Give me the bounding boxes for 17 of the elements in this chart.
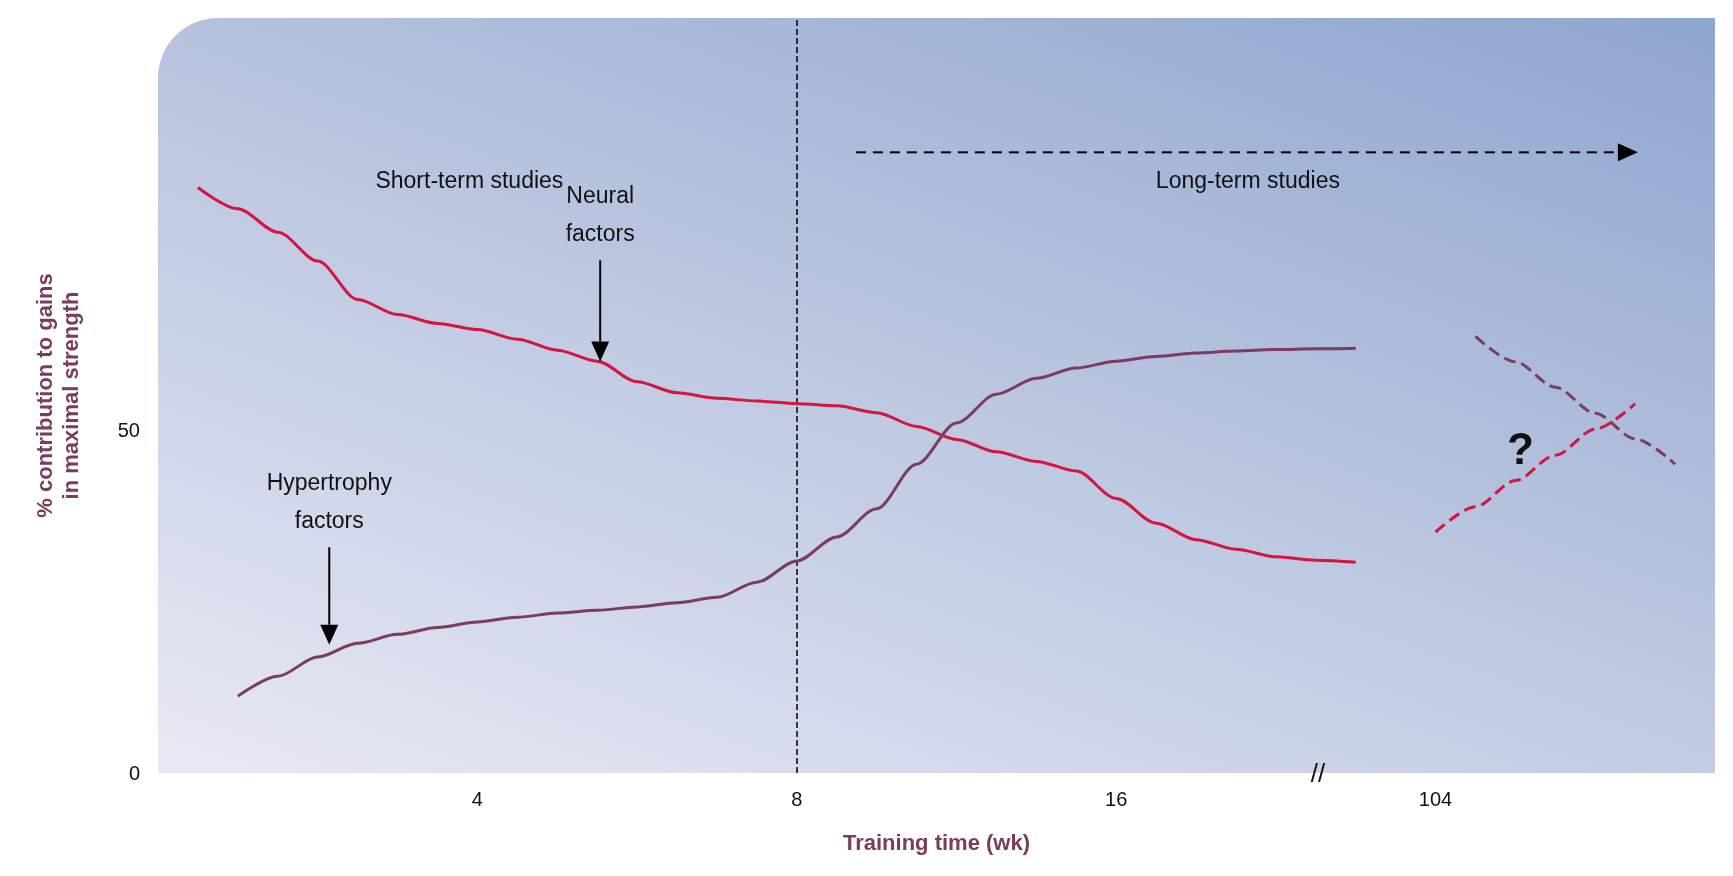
- y-tick-label: 50: [117, 418, 140, 441]
- y-tick-label: 0: [128, 762, 140, 784]
- annotation: //: [1310, 758, 1326, 788]
- x-tick-label: 4: [471, 788, 483, 810]
- annotation: Neural factors: [565, 182, 635, 247]
- annotation: ?: [1506, 423, 1534, 473]
- x-tick-label: 16: [1105, 788, 1128, 810]
- x-tick-label: 8: [791, 788, 803, 810]
- line-series: [236, 346, 1358, 698]
- x-axis-title: Training time (wk): [842, 829, 1031, 855]
- annotation: Long-term studies: [1155, 167, 1340, 194]
- annotation: Short-term studies: [375, 167, 564, 194]
- line-series: [1434, 402, 1637, 534]
- line-series: [1473, 334, 1677, 466]
- x-tick-label: 104: [1418, 788, 1453, 810]
- y-axis-title: % contribution to gains in maximal strength: [31, 273, 83, 518]
- annotation: Hypertrophy factors: [266, 469, 393, 534]
